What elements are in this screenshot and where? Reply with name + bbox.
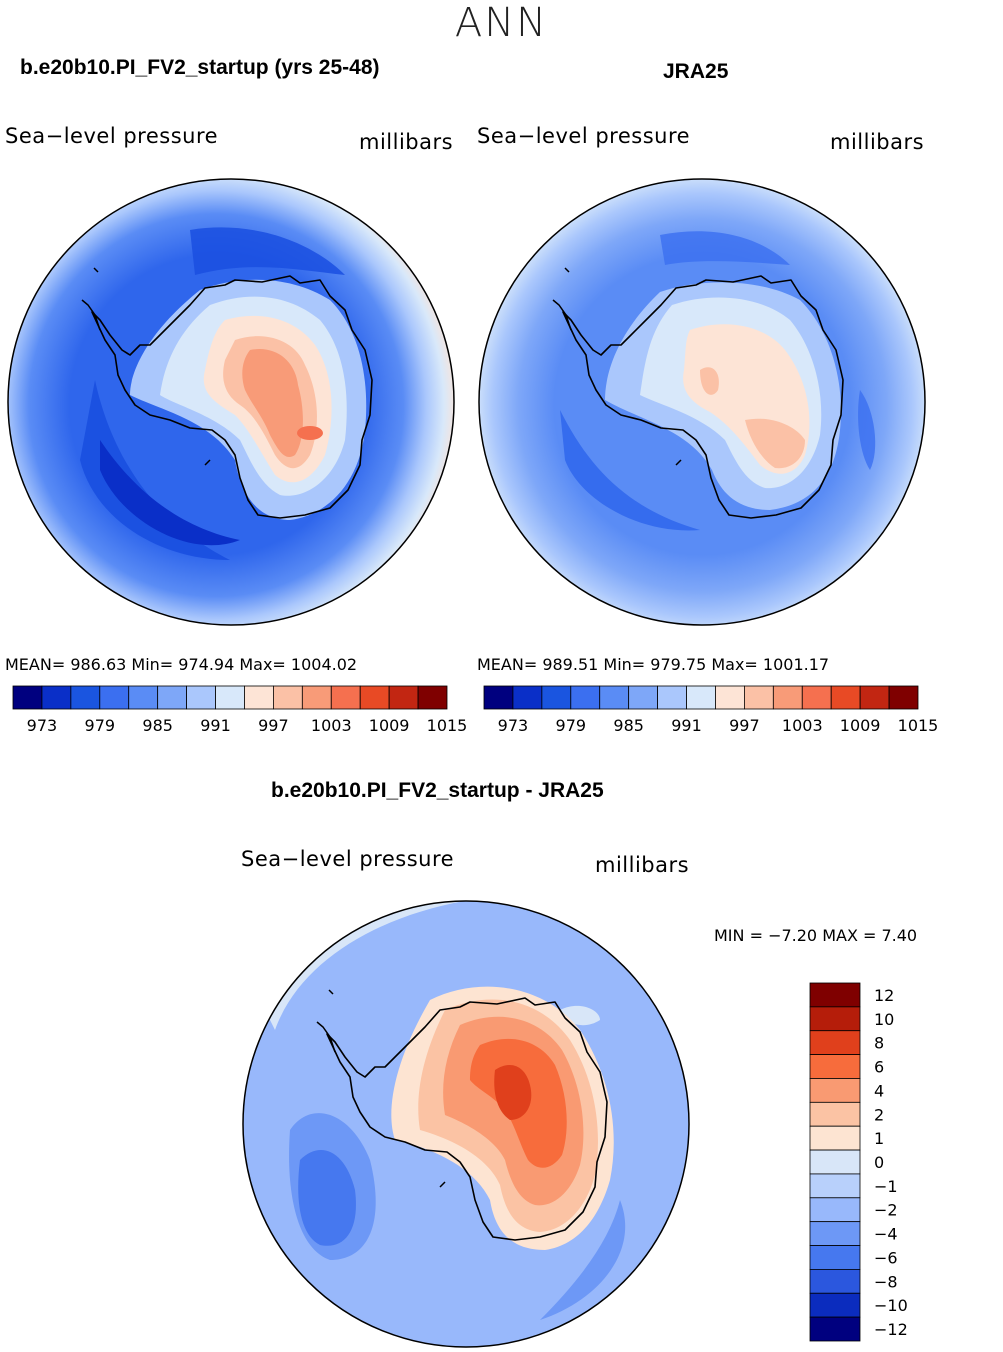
panel2-colorbar-tick-label: 991 [671,716,702,735]
panel1-colorbar-tick-label: 1015 [427,716,468,735]
diff-panel-title: b.e20b10.PI_FV2_startup - JRA25 [271,779,604,802]
panel1-variable-label: Sea−level pressure [5,124,219,148]
panel1-colorbar-tick-label: 991 [200,716,231,735]
diff-colorbar-tick-label: −6 [874,1248,898,1267]
panel2-colorbar-tick-label: 1009 [840,716,881,735]
panel2-colorbar-tick-label: 973 [498,716,529,735]
diff-colorbar-swatch-9 [809,1197,861,1223]
panel2-colorbar-tick-label: 1015 [898,716,939,735]
diff-colorbar-swatch-0 [809,982,861,1008]
panel2-colorbar-tick-label: 997 [729,716,760,735]
diff-colorbar-tick-label: 4 [874,1081,884,1100]
diff-colorbar-tick-label: 0 [874,1153,884,1172]
diff-colorbar-tick-label: 6 [874,1058,884,1077]
diff-variable-label: Sea−level pressure [241,847,455,871]
diff-colorbar-tick-label: −10 [874,1296,908,1315]
panel1-colorbar-tick-label: 1003 [311,716,352,735]
diff-colorbar-swatch-12 [809,1269,861,1294]
diff-colorbar-swatch-5 [809,1101,861,1127]
panel1-colorbar-tick-label: 997 [258,716,289,735]
panel1-title: b.e20b10.PI_FV2_startup (yrs 25-48) [20,56,380,79]
diff-colorbar-swatch-14 [809,1316,861,1342]
diff-colorbar-swatch-13 [809,1292,861,1318]
diff-colorbar-tick-label: 1 [874,1129,884,1148]
panel2-colorbar-tick-label: 985 [613,716,644,735]
diff-colorbar-swatch-7 [809,1149,861,1175]
diff-colorbar-swatch-11 [809,1245,861,1270]
diff-colorbar-swatch-3 [809,1054,861,1079]
diff-colorbar-tick-label: 8 [874,1034,884,1053]
panel2-title: JRA25 [663,60,729,83]
panel1-colorbar-tick-label: 973 [27,716,58,735]
diff-minmax: MIN = −7.20 MAX = 7.40 [714,926,918,945]
diff-colorbar-tick-label: 12 [874,986,894,1005]
diff-colorbar-tick-label: −2 [874,1201,898,1220]
panel2-colorbar-tick-label: 1003 [782,716,823,735]
diff-units-label: millibars [595,853,690,877]
diff-colorbar-swatch-4 [809,1078,861,1103]
diff-colorbar-swatch-2 [809,1030,861,1055]
panel1-colorbar-tick-label: 985 [142,716,173,735]
panel1-colorbar-tick-label: 979 [85,716,116,735]
panel2-colorbar-swatch-14 [888,685,919,710]
diff-colorbar-tick-label: 10 [874,1010,894,1029]
panel2-colorbar-tick-label: 979 [556,716,587,735]
panel2-units-label: millibars [830,130,925,154]
diff-colorbar-tick-label: −4 [874,1225,898,1244]
panel1-units-label: millibars [359,130,454,154]
panel1-stats: MEAN= 986.63 Min= 974.94 Max= 1004.02 [5,655,358,674]
diff-colorbar-swatch-8 [809,1173,861,1199]
season-title: ANN [454,0,549,46]
diff-colorbar-tick-label: −1 [874,1177,898,1196]
diff-colorbar-swatch-1 [809,1006,861,1032]
diff-colorbar-swatch-10 [809,1221,861,1246]
diff-colorbar-tick-label: −8 [874,1272,898,1291]
diff-colorbar-tick-label: −12 [874,1320,908,1339]
panel2-variable-label: Sea−level pressure [477,124,691,148]
panel2-stats: MEAN= 989.51 Min= 979.75 Max= 1001.17 [477,655,830,674]
diff-colorbar-tick-label: 2 [874,1105,884,1124]
panel1-colorbar-tick-label: 1009 [369,716,410,735]
panel1-colorbar-swatch-14 [417,685,448,710]
diff-colorbar-swatch-6 [809,1125,861,1151]
